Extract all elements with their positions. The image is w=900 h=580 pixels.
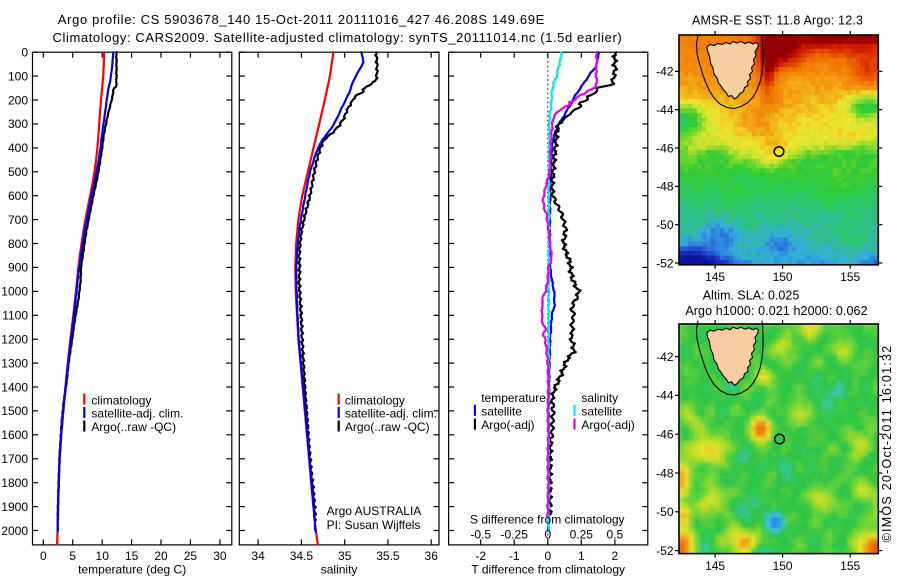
svg-text:36: 36 <box>425 549 439 563</box>
svg-text:-46: -46 <box>656 141 674 155</box>
svg-text:-44: -44 <box>656 389 674 403</box>
svg-text:150: 150 <box>773 270 793 284</box>
svg-text:1600: 1600 <box>1 428 28 442</box>
svg-text:T difference from climatology: T difference from climatology <box>471 563 625 577</box>
svg-text:400: 400 <box>8 141 28 155</box>
svg-text:-2: -2 <box>475 549 486 563</box>
svg-text:-46: -46 <box>656 428 674 442</box>
svg-text:1700: 1700 <box>1 452 28 466</box>
svg-text:Argo h1000: 0.021 h2000: 0.062: Argo h1000: 0.021 h2000: 0.062 <box>685 304 867 318</box>
svg-text:temperature: temperature <box>481 391 546 405</box>
svg-text:145: 145 <box>705 270 725 284</box>
svg-text:satellite: satellite <box>581 405 622 419</box>
svg-text:Argo(-adj): Argo(-adj) <box>581 418 634 432</box>
svg-text:0: 0 <box>40 549 47 563</box>
svg-text:Argo(..raw -QC): Argo(..raw -QC) <box>91 420 176 434</box>
svg-text:-0.5: -0.5 <box>470 528 491 542</box>
svg-text:climatology: climatology <box>345 393 405 407</box>
svg-text:0: 0 <box>21 46 28 60</box>
svg-text:0.25: 0.25 <box>570 528 594 542</box>
svg-text:Climatology: CARS2009. Satelli: Climatology: CARS2009. Satellite-adjuste… <box>52 30 622 45</box>
svg-text:100: 100 <box>8 69 28 83</box>
svg-text:©IMOS 20-Oct-2011 16:01:32: ©IMOS 20-Oct-2011 16:01:32 <box>880 345 894 543</box>
svg-text:35.5: 35.5 <box>376 549 400 563</box>
svg-text:-42: -42 <box>656 65 674 79</box>
svg-text:500: 500 <box>8 165 28 179</box>
svg-text:150: 150 <box>773 559 793 573</box>
svg-text:-42: -42 <box>656 350 674 364</box>
svg-text:satellite: satellite <box>481 405 522 419</box>
svg-text:-52: -52 <box>656 544 674 558</box>
svg-text:-48: -48 <box>656 466 674 480</box>
svg-text:0: 0 <box>544 549 551 563</box>
svg-text:satellite-adj. clim.: satellite-adj. clim. <box>345 407 437 421</box>
svg-text:1: 1 <box>578 549 585 563</box>
svg-text:1500: 1500 <box>1 404 28 418</box>
svg-text:-52: -52 <box>656 256 674 270</box>
svg-text:Argo AUSTRALIA: Argo AUSTRALIA <box>327 504 422 518</box>
svg-text:salinity: salinity <box>581 391 618 405</box>
svg-text:Argo(-adj): Argo(-adj) <box>481 418 534 432</box>
svg-text:0.5: 0.5 <box>607 528 624 542</box>
svg-text:Argo profile: CS 5903678_140 1: Argo profile: CS 5903678_140 15-Oct-2011… <box>58 12 545 27</box>
svg-text:20: 20 <box>154 549 168 563</box>
svg-text:800: 800 <box>8 237 28 251</box>
svg-text:temperature (deg C): temperature (deg C) <box>78 563 186 577</box>
svg-text:AMSR-E SST: 11.8 Argo: 12.3: AMSR-E SST: 11.8 Argo: 12.3 <box>692 14 863 28</box>
svg-text:1000: 1000 <box>1 285 28 299</box>
svg-text:0: 0 <box>544 528 551 542</box>
svg-text:34.5: 34.5 <box>290 549 314 563</box>
svg-text:1300: 1300 <box>1 356 28 370</box>
svg-text:Altim. SLA: 0.025: Altim. SLA: 0.025 <box>703 289 800 303</box>
svg-text:satellite-adj. clim.: satellite-adj. clim. <box>91 407 183 421</box>
svg-text:Argo(..raw -QC): Argo(..raw -QC) <box>345 420 430 434</box>
svg-text:35: 35 <box>338 549 352 563</box>
svg-text:-48: -48 <box>656 180 674 194</box>
svg-text:salinity: salinity <box>321 563 358 577</box>
svg-text:2: 2 <box>612 549 619 563</box>
svg-text:-50: -50 <box>656 505 674 519</box>
svg-text:600: 600 <box>8 189 28 203</box>
svg-text:30: 30 <box>213 549 227 563</box>
svg-text:climatology: climatology <box>91 393 151 407</box>
svg-text:1400: 1400 <box>1 380 28 394</box>
svg-text:S difference from climatology: S difference from climatology <box>470 513 625 527</box>
svg-text:145: 145 <box>705 559 725 573</box>
svg-text:2000: 2000 <box>1 524 28 538</box>
svg-text:300: 300 <box>8 117 28 131</box>
svg-text:1200: 1200 <box>1 333 28 347</box>
svg-text:200: 200 <box>8 93 28 107</box>
svg-text:10: 10 <box>96 549 110 563</box>
svg-text:700: 700 <box>8 213 28 227</box>
svg-text:-1: -1 <box>509 549 520 563</box>
svg-text:900: 900 <box>8 261 28 275</box>
svg-text:PI: Susan Wijffels: PI: Susan Wijffels <box>327 518 421 532</box>
svg-text:34: 34 <box>251 549 265 563</box>
svg-text:155: 155 <box>840 270 860 284</box>
svg-text:1800: 1800 <box>1 476 28 490</box>
svg-text:5: 5 <box>69 549 76 563</box>
svg-text:-50: -50 <box>656 218 674 232</box>
svg-text:15: 15 <box>125 549 139 563</box>
svg-text:-44: -44 <box>656 103 674 117</box>
svg-text:1900: 1900 <box>1 500 28 514</box>
svg-text:25: 25 <box>184 549 198 563</box>
svg-text:-0.25: -0.25 <box>501 528 529 542</box>
svg-text:1100: 1100 <box>2 309 28 323</box>
svg-text:155: 155 <box>840 559 860 573</box>
